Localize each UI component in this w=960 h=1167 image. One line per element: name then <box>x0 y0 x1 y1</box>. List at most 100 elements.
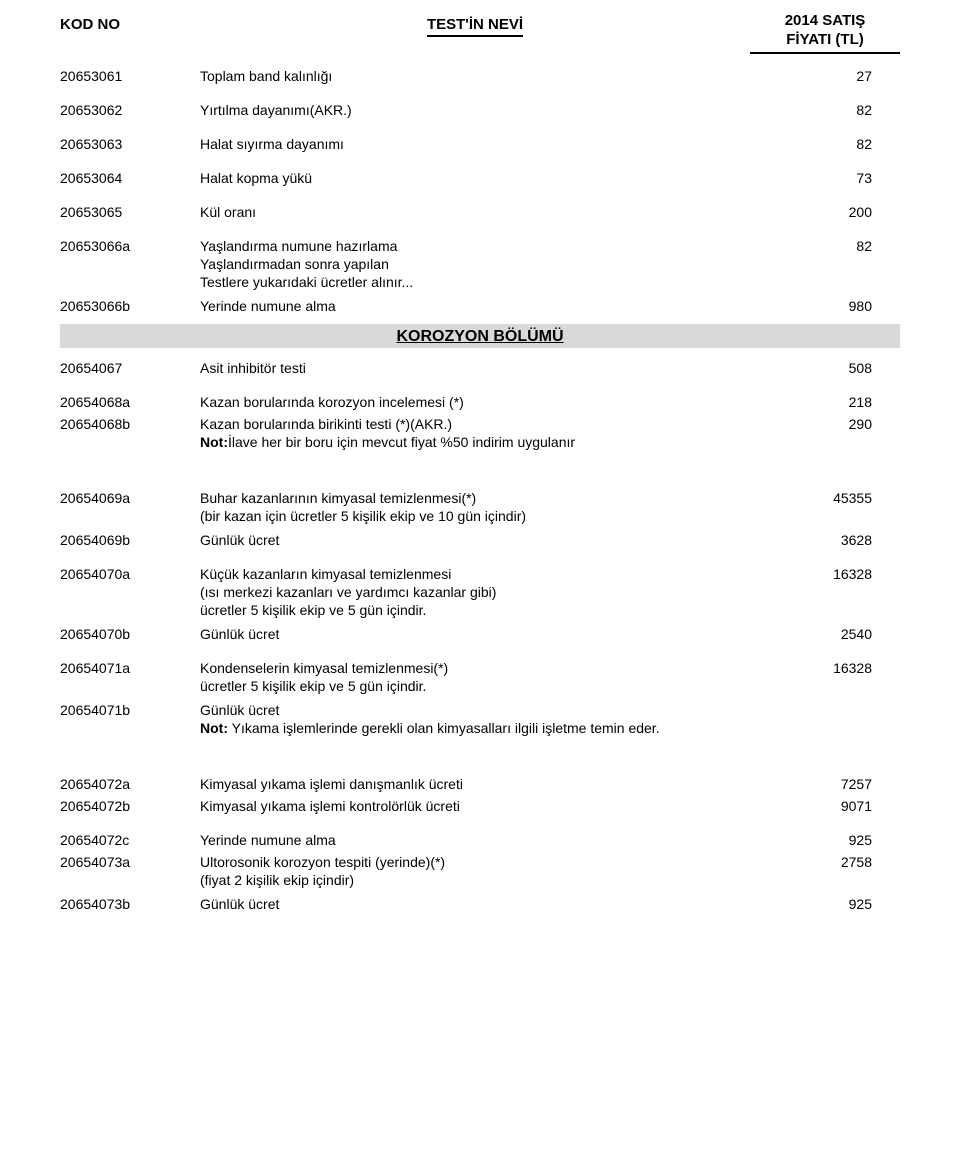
cell-name: Halat sıyırma dayanımı <box>200 136 750 152</box>
cell-code: 20653062 <box>60 102 200 118</box>
cell-code: 20654071b <box>60 702 200 718</box>
cell-name: Halat kopma yükü <box>200 170 750 186</box>
cell-code: 20654069b <box>60 532 200 548</box>
cell-sub: ücretler 5 kişilik ekip ve 5 gün içindir… <box>200 602 750 618</box>
cell-sub: (bir kazan için ücretler 5 kişilik ekip … <box>200 508 750 524</box>
cell-name: Küçük kazanların kimyasal temizlenmesi (… <box>200 566 750 620</box>
cell-sub: (fiyat 2 kişilik ekip içindir) <box>200 872 750 888</box>
cell-name-text: Kazan borularında birikinti testi (*)(AK… <box>200 416 750 432</box>
cell-code: 20653063 <box>60 136 200 152</box>
cell-price: 980 <box>750 298 900 314</box>
cell-name: Günlük ücret <box>200 626 750 642</box>
cell-code: 20654067 <box>60 360 200 376</box>
cell-code: 20653066a <box>60 238 200 254</box>
table-row: 20653061 Toplam band kalınlığı 27 <box>60 68 900 84</box>
cell-price: 3628 <box>750 532 900 548</box>
table-header: KOD NO TEST'İN NEVİ 2014 SATIŞ FİYATI (T… <box>60 12 900 54</box>
cell-price: 2540 <box>750 626 900 642</box>
cell-price: 82 <box>750 102 900 118</box>
note-label: Not: <box>200 434 228 450</box>
cell-price: 508 <box>750 360 900 376</box>
cell-code: 20654073a <box>60 854 200 870</box>
cell-price: 82 <box>750 238 900 254</box>
table-row: 20653063 Halat sıyırma dayanımı 82 <box>60 136 900 152</box>
cell-name: Kazan borularında korozyon incelemesi (*… <box>200 394 750 410</box>
cell-name: Kondenselerin kimyasal temizlenmesi(*) ü… <box>200 660 750 696</box>
cell-name: Günlük ücret <box>200 532 750 548</box>
cell-name-text: Yaşlandırma numune hazırlama <box>200 238 750 254</box>
section-heading-text: KOROZYON BÖLÜMÜ <box>396 328 563 345</box>
header-price-line1: 2014 SATIŞ <box>750 12 900 31</box>
cell-code: 20654068b <box>60 416 200 432</box>
table-row: 20654071b Günlük ücret Not: Yıkama işlem… <box>60 702 900 738</box>
cell-price: 925 <box>750 832 900 848</box>
cell-code: 20654069a <box>60 490 200 506</box>
cell-name: Yerinde numune alma <box>200 832 750 848</box>
section-heading: KOROZYON BÖLÜMÜ <box>60 324 900 348</box>
cell-code: 20653066b <box>60 298 200 314</box>
note-label: Not: <box>200 720 228 736</box>
cell-code: 20653061 <box>60 68 200 84</box>
table-row: 20653065 Kül oranı 200 <box>60 204 900 220</box>
table-row: 20654072a Kimyasal yıkama işlemi danışma… <box>60 776 900 792</box>
note-text: Yıkama işlemlerinde gerekli olan kimyasa… <box>228 720 660 736</box>
cell-price: 82 <box>750 136 900 152</box>
cell-name-text: Kondenselerin kimyasal temizlenmesi(*) <box>200 660 750 676</box>
cell-price: 290 <box>750 416 900 432</box>
cell-sub: Yaşlandırmadan sonra yapılan <box>200 256 750 272</box>
cell-name-text: Buhar kazanlarının kimyasal temizlenmesi… <box>200 490 750 506</box>
cell-name: Günlük ücret Not: Yıkama işlemlerinde ge… <box>200 702 750 738</box>
cell-name: Kimyasal yıkama işlemi kontrolörlük ücre… <box>200 798 750 814</box>
table-row: 20654068b Kazan borularında birikinti te… <box>60 416 900 452</box>
header-name-text: TEST'İN NEVİ <box>427 16 523 37</box>
header-price: 2014 SATIŞ FİYATI (TL) <box>750 12 900 54</box>
cell-price: 73 <box>750 170 900 186</box>
table-row: 20654070b Günlük ücret 2540 <box>60 626 900 642</box>
cell-note: Not: Yıkama işlemlerinde gerekli olan ki… <box>200 720 750 736</box>
cell-code: 20654070a <box>60 566 200 582</box>
cell-name: Yaşlandırma numune hazırlama Yaşlandırma… <box>200 238 750 292</box>
table-row: 20654073a Ultorosonik korozyon tespiti (… <box>60 854 900 890</box>
cell-name: Buhar kazanlarının kimyasal temizlenmesi… <box>200 490 750 526</box>
cell-sub: Testlere yukarıdaki ücretler alınır... <box>200 274 750 290</box>
cell-sub: ücretler 5 kişilik ekip ve 5 gün içindir… <box>200 678 750 694</box>
cell-code: 20654070b <box>60 626 200 642</box>
cell-code: 20654072c <box>60 832 200 848</box>
cell-name-text: Günlük ücret <box>200 702 750 718</box>
header-price-line2: FİYATI (TL) <box>750 31 900 50</box>
cell-name-text: Küçük kazanların kimyasal temizlenmesi <box>200 566 750 582</box>
cell-name: Ultorosonik korozyon tespiti (yerinde)(*… <box>200 854 750 890</box>
cell-name: Kül oranı <box>200 204 750 220</box>
cell-name: Kimyasal yıkama işlemi danışmanlık ücret… <box>200 776 750 792</box>
table-row: 20654072c Yerinde numune alma 925 <box>60 832 900 848</box>
cell-price: 16328 <box>750 566 900 582</box>
note-text: İlave her bir boru için mevcut fiyat %50… <box>228 434 575 450</box>
cell-name-text: Ultorosonik korozyon tespiti (yerinde)(*… <box>200 854 750 870</box>
cell-price: 7257 <box>750 776 900 792</box>
cell-name: Asit inhibitör testi <box>200 360 750 376</box>
table-row: 20653064 Halat kopma yükü 73 <box>60 170 900 186</box>
cell-code: 20654071a <box>60 660 200 676</box>
table-row: 20654073b Günlük ücret 925 <box>60 896 900 912</box>
cell-code: 20654072a <box>60 776 200 792</box>
header-code: KOD NO <box>60 12 200 33</box>
cell-name: Yırtılma dayanımı(AKR.) <box>200 102 750 118</box>
cell-name: Toplam band kalınlığı <box>200 68 750 84</box>
table-row: 20654069b Günlük ücret 3628 <box>60 532 900 548</box>
table-row: 20653062 Yırtılma dayanımı(AKR.) 82 <box>60 102 900 118</box>
cell-price: 9071 <box>750 798 900 814</box>
table-row: 20654072b Kimyasal yıkama işlemi kontrol… <box>60 798 900 814</box>
cell-code: 20654072b <box>60 798 200 814</box>
cell-name: Kazan borularında birikinti testi (*)(AK… <box>200 416 750 452</box>
cell-price: 200 <box>750 204 900 220</box>
table-row: 20654068a Kazan borularında korozyon inc… <box>60 394 900 410</box>
cell-code: 20654073b <box>60 896 200 912</box>
table-row: 20654071a Kondenselerin kimyasal temizle… <box>60 660 900 696</box>
cell-code: 20653065 <box>60 204 200 220</box>
table-row: 20653066a Yaşlandırma numune hazırlama Y… <box>60 238 900 292</box>
cell-name: Yerinde numune alma <box>200 298 750 314</box>
cell-price: 16328 <box>750 660 900 676</box>
cell-price: 218 <box>750 394 900 410</box>
table-row: 20653066b Yerinde numune alma 980 <box>60 298 900 314</box>
cell-code: 20654068a <box>60 394 200 410</box>
